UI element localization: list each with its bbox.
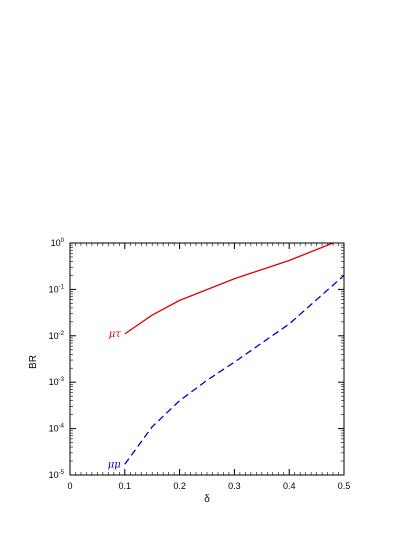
y-tick-label: 10-3 [49,377,65,387]
y-tick-label: 100 [51,238,65,248]
x-tick-label: 0.4 [283,481,296,491]
series-line-1 [124,274,345,465]
y-axis-label: BR [28,355,39,369]
minor-ticks [70,243,344,475]
series-line-0 [124,242,334,335]
x-tick-label: 0.2 [173,481,186,491]
x-axis-label: δ [204,494,210,505]
labels-layer: 0 0.1 0.2 0.3 0.4 0.5 10-5 10-4 10-3 10-2 10-1 100 μ… [49,238,351,491]
y-tick-label: 10-2 [49,331,65,341]
series-layer [124,242,345,465]
series-label-0: μτ [109,329,121,340]
x-tick-label: 0 [67,481,72,491]
y-tick-label: 10-4 [49,424,65,434]
plot-frame [69,242,345,476]
x-tick-label: 0.5 [338,481,351,491]
y-tick-label: 10-5 [49,470,65,480]
y-tick-label: 10-1 [49,284,65,294]
major-ticks [69,242,345,476]
x-tick-label: 0.3 [228,481,241,491]
x-tick-label: 0.1 [119,481,132,491]
series-label-1: μμ [108,459,121,470]
